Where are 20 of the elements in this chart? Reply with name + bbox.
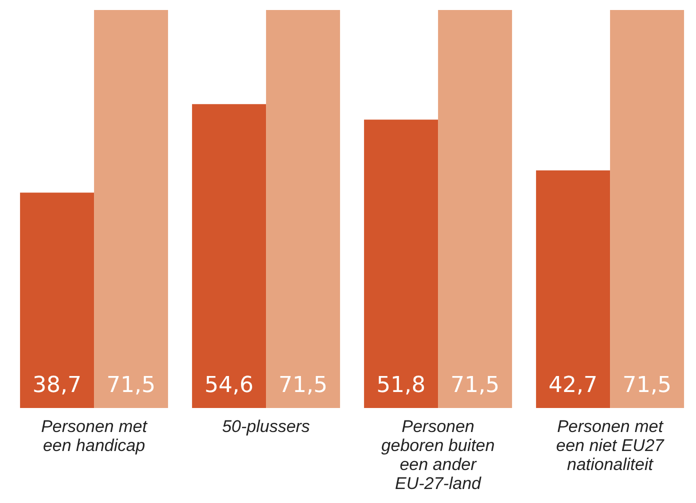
bar [536, 170, 610, 408]
data-label: 54,6 [204, 373, 254, 398]
bar [364, 120, 438, 408]
x-tick-label: Personen met een niet EU27 nationaliteit [556, 417, 664, 474]
bar [610, 10, 684, 408]
data-label: 71,5 [106, 373, 156, 398]
data-label: 51,8 [376, 373, 426, 398]
data-label: 71,5 [278, 373, 328, 398]
x-tick-label: Personen geboren buiten een ander EU-27-land [381, 417, 495, 493]
data-label: 71,5 [622, 373, 672, 398]
x-tick-label: Personen met een handicap [41, 417, 148, 455]
bar [192, 104, 266, 408]
bar [20, 192, 94, 408]
bar [438, 10, 512, 408]
data-label: 38,7 [32, 373, 82, 398]
data-label: 71,5 [450, 373, 500, 398]
bar [94, 10, 168, 408]
data-label: 42,7 [548, 373, 598, 398]
bar [266, 10, 340, 408]
x-tick-label: 50-plussers [222, 417, 310, 436]
